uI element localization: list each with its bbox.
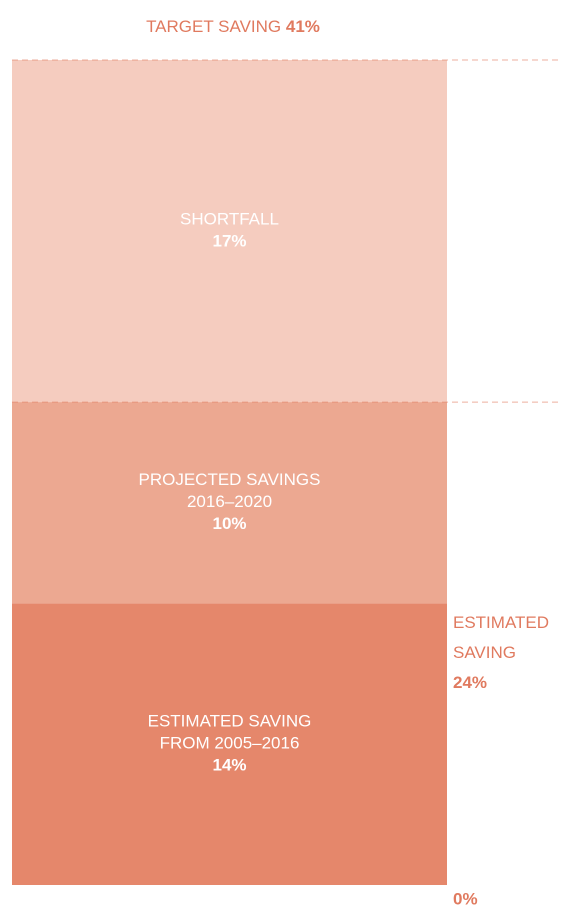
tick-label: 41% (286, 17, 320, 36)
tick-title: SAVING (453, 643, 516, 662)
segment-label: SHORTFALL (180, 210, 279, 229)
tick-title: ESTIMATED (453, 613, 549, 632)
segment-value: 10% (212, 514, 246, 533)
tick-label: 24% (453, 673, 487, 692)
bar-segment (12, 603, 447, 885)
tick-label: 0% (453, 889, 478, 908)
segment-label: PROJECTED SAVINGS (139, 470, 321, 489)
bar-segment (12, 402, 447, 604)
tick-title: TARGET SAVING 41% (146, 17, 320, 36)
segment-label: ESTIMATED SAVING (148, 712, 312, 731)
bar-segment (12, 60, 447, 403)
tick-title-text: TARGET SAVING (146, 17, 281, 36)
segment-value: 14% (212, 756, 246, 775)
segment-label: FROM 2005–2016 (160, 734, 300, 753)
segment-value: 17% (212, 232, 246, 251)
segment-label: 2016–2020 (187, 492, 272, 511)
